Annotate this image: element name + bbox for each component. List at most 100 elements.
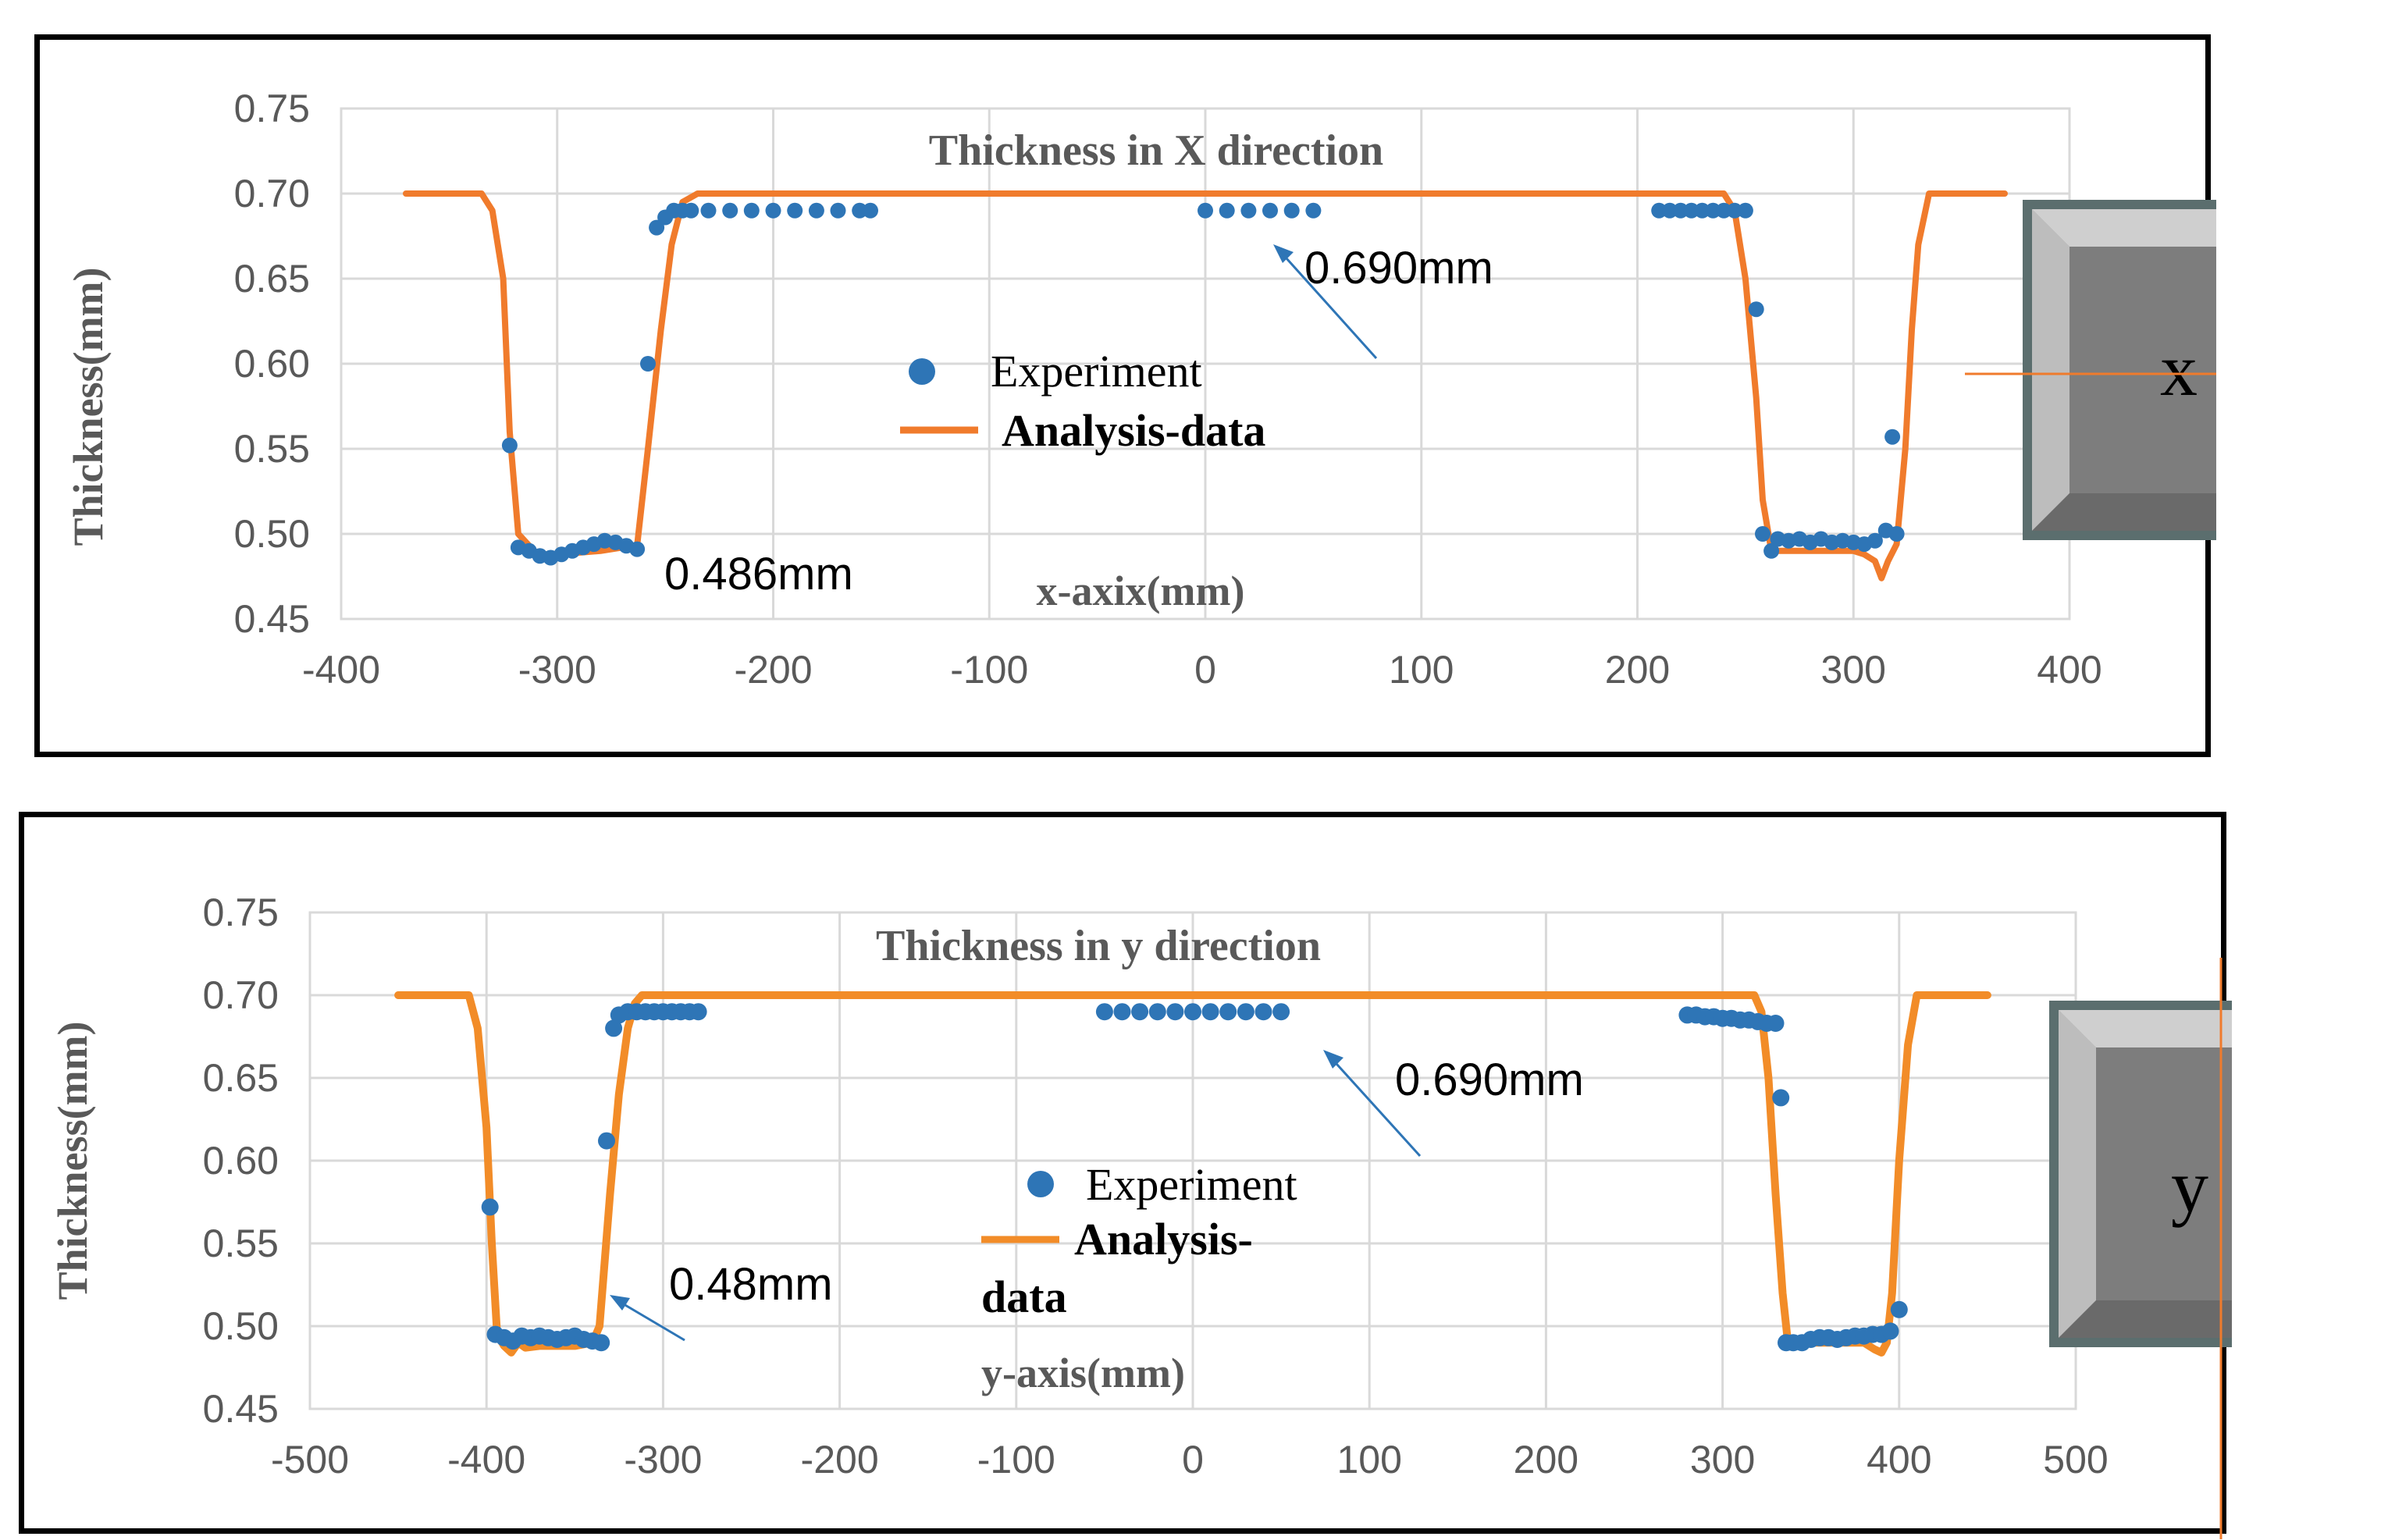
chart-y-title: Thickness in y direction bbox=[876, 922, 1321, 970]
experiment-point bbox=[1272, 1003, 1290, 1021]
experiment-point bbox=[1240, 202, 1257, 219]
experiment-point bbox=[830, 202, 846, 219]
y-tick-label: 0.50 bbox=[234, 512, 310, 556]
experiment-point bbox=[1867, 532, 1883, 549]
experiment-point bbox=[722, 202, 738, 219]
experiment-point bbox=[1884, 429, 1901, 445]
annotation-arrow-048-y bbox=[615, 1298, 685, 1342]
experiment-point bbox=[1283, 202, 1300, 219]
annotation-arrow-0690-y bbox=[1328, 1055, 1422, 1158]
legend-analysis-label: Analysis-data bbox=[1002, 405, 1265, 456]
experiment-point bbox=[1148, 1003, 1166, 1021]
experiment-point bbox=[765, 202, 781, 219]
x-tick-label: -300 bbox=[518, 648, 596, 692]
experiment-point bbox=[1716, 202, 1732, 219]
inset-square-y: y bbox=[2049, 1001, 2232, 1347]
experiment-point bbox=[1201, 1003, 1219, 1021]
x-tick-label: -100 bbox=[977, 1438, 1055, 1481]
experiment-point bbox=[629, 541, 646, 557]
y-tick-label: 0.50 bbox=[203, 1304, 279, 1348]
chart-y-svg: 0.45 0.50 0.55 0.60 0.65 0.70 0.75 -500 -400 -30… bbox=[49, 891, 2232, 1539]
x-tick-label: -500 bbox=[271, 1438, 349, 1481]
x-tick-label: -400 bbox=[302, 648, 380, 692]
experiment-point bbox=[1888, 526, 1905, 542]
legend-experiment-marker bbox=[909, 358, 935, 385]
x-tick-label: 100 bbox=[1336, 1438, 1401, 1481]
experiment-point bbox=[1763, 542, 1780, 559]
experiment-point bbox=[605, 1019, 623, 1037]
chart-x-xlabel: x-axix(mm) bbox=[1037, 567, 1245, 614]
experiment-point bbox=[1881, 1322, 1899, 1340]
experiment-point bbox=[1095, 1003, 1113, 1021]
experiment-point bbox=[1748, 301, 1764, 318]
legend-y-analysis-label-2: data bbox=[981, 1271, 1067, 1322]
experiment-point bbox=[1113, 1003, 1131, 1021]
experiment-point bbox=[1727, 202, 1742, 219]
chart-panel-y: 0.45 0.50 0.55 0.60 0.65 0.70 0.75 -500 -400 -30… bbox=[19, 812, 2232, 1539]
experiment-point bbox=[852, 202, 868, 219]
experiment-point bbox=[689, 1003, 707, 1021]
x-tick-label: 300 bbox=[1690, 1438, 1755, 1481]
x-tick-label: -300 bbox=[624, 1438, 702, 1481]
x-tick-label: -200 bbox=[734, 648, 812, 692]
experiment-point bbox=[593, 1334, 610, 1352]
annotation-0690-x: 0.690mm bbox=[1304, 243, 1493, 293]
experiment-point bbox=[1237, 1003, 1255, 1021]
legend-y-experiment-marker bbox=[1027, 1171, 1054, 1197]
experiment-point bbox=[1755, 526, 1771, 542]
experiment-point bbox=[1255, 1003, 1272, 1021]
experiment-point bbox=[1198, 202, 1213, 219]
experiment-point bbox=[598, 1132, 615, 1150]
experiment-point bbox=[1890, 1300, 1908, 1318]
experiment-point bbox=[1694, 202, 1710, 219]
experiment-point bbox=[1131, 1003, 1149, 1021]
chart-x-svg: 0.45 0.50 0.55 0.60 0.65 0.70 0.75 -400 -300 -20… bbox=[65, 87, 2216, 692]
experiment-point bbox=[1705, 202, 1721, 219]
experiment-point bbox=[1219, 202, 1235, 219]
y-tick-label: 0.70 bbox=[234, 172, 310, 215]
experiment-point bbox=[743, 202, 760, 219]
legend-y-experiment-label: Experiment bbox=[1086, 1159, 1297, 1210]
experiment-point bbox=[1651, 202, 1667, 219]
experiment-point bbox=[1305, 202, 1322, 219]
experiment-point bbox=[1737, 202, 1753, 219]
x-tick-label: 300 bbox=[1821, 648, 1886, 692]
x-tick-label: 500 bbox=[2043, 1438, 2108, 1481]
chart-x-title: Thickness in X direction bbox=[929, 126, 1383, 175]
series-analysis-line bbox=[394, 991, 1991, 1357]
annotation-0486-x: 0.486mm bbox=[664, 549, 853, 599]
annotation-arrowhead-0690-y bbox=[1323, 1050, 1343, 1069]
x-tick-label: 100 bbox=[1389, 648, 1454, 692]
experiment-point bbox=[863, 202, 878, 219]
y-tick-label: 0.45 bbox=[234, 597, 310, 641]
experiment-point bbox=[787, 202, 803, 219]
x-tick-label: -200 bbox=[801, 1438, 879, 1481]
inset-letter-x: x bbox=[2160, 328, 2198, 411]
y-tick-label: 0.75 bbox=[203, 891, 279, 934]
experiment-point bbox=[1772, 1089, 1790, 1107]
annotation-0690-y: 0.690mm bbox=[1395, 1055, 1584, 1105]
experiment-point bbox=[1262, 202, 1278, 219]
chart-y-ylabel: Thickness(mm) bbox=[49, 1021, 96, 1300]
experiment-point bbox=[683, 202, 699, 219]
chart-panel-x: 0.45 0.50 0.55 0.60 0.65 0.70 0.75 -400 -300 -20… bbox=[34, 34, 2216, 757]
y-tick-label: 0.60 bbox=[234, 342, 310, 386]
legend-y-analysis-label-1: Analysis- bbox=[1074, 1214, 1253, 1264]
x-tick-label: 0 bbox=[1182, 1438, 1204, 1481]
experiment-point bbox=[1219, 1003, 1237, 1021]
y-tick-label: 0.55 bbox=[234, 427, 310, 471]
y-tick-label: 0.70 bbox=[203, 973, 279, 1017]
chart-x-ylabel: Thickness(mm) bbox=[65, 267, 112, 546]
x-tick-label: 200 bbox=[1605, 648, 1670, 692]
y-tick-label: 0.65 bbox=[203, 1056, 279, 1100]
x-tick-label: 200 bbox=[1514, 1438, 1578, 1481]
y-tick-label: 0.60 bbox=[203, 1139, 279, 1183]
annotation-048-y: 0.48mm bbox=[669, 1259, 833, 1310]
x-tick-label: -100 bbox=[950, 648, 1028, 692]
x-tick-label: 0 bbox=[1194, 648, 1216, 692]
x-tick-label: 400 bbox=[1867, 1438, 1931, 1481]
y-tick-label: 0.55 bbox=[203, 1222, 279, 1265]
experiment-point bbox=[700, 202, 717, 219]
annotation-arrowhead-0690-x bbox=[1273, 244, 1294, 263]
legend-experiment-label: Experiment bbox=[991, 346, 1202, 397]
